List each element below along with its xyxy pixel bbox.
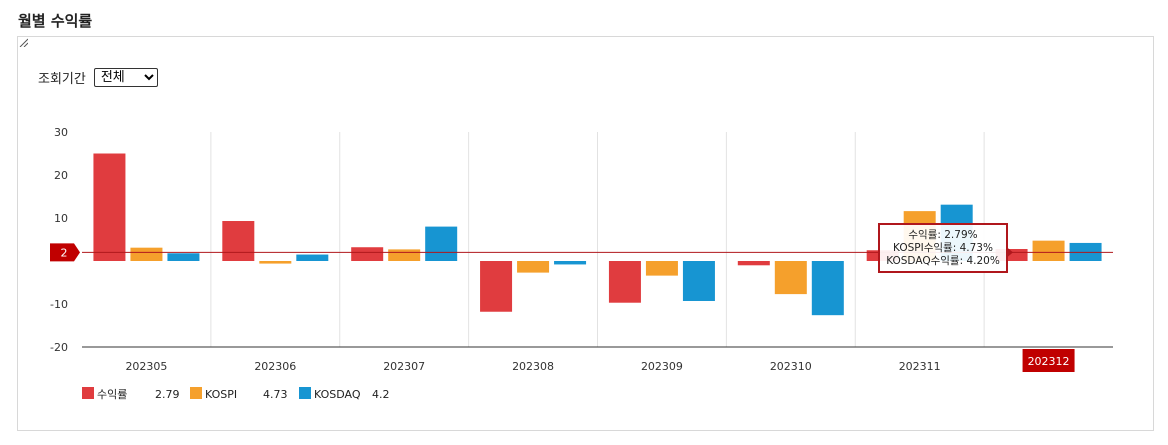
bar-202308-kospi bbox=[517, 261, 550, 273]
tooltip-line: KOSDAQ수익률: 4.20% bbox=[886, 255, 1000, 267]
x-tick-label-highlighted: 202312 bbox=[1028, 355, 1070, 368]
bar-202308-returns bbox=[480, 261, 513, 312]
bar-202312-kospi bbox=[1032, 240, 1065, 261]
legend-value: 4.2 bbox=[372, 388, 390, 401]
bar-202307-kospi bbox=[388, 249, 421, 261]
y-tick-label: -20 bbox=[50, 341, 68, 354]
x-tick-label: 202310 bbox=[770, 360, 812, 373]
bar-202305-kospi bbox=[130, 247, 163, 261]
bar-202307-returns bbox=[351, 247, 384, 261]
bar-202305-returns bbox=[93, 153, 126, 261]
x-tick-label: 202311 bbox=[899, 360, 941, 373]
x-tick-label: 202305 bbox=[125, 360, 167, 373]
legend-value: 4.73 bbox=[263, 388, 288, 401]
x-tick-label: 202306 bbox=[254, 360, 296, 373]
legend-swatch bbox=[299, 387, 311, 399]
bar-202309-returns bbox=[608, 261, 641, 303]
reference-line-label: 2 bbox=[61, 246, 68, 259]
y-tick-label: 10 bbox=[54, 212, 68, 225]
section-title: 월별 수익률 bbox=[18, 12, 93, 30]
y-tick-label: 20 bbox=[54, 169, 68, 182]
tooltip-pointer bbox=[1007, 247, 1013, 258]
legend-swatch bbox=[82, 387, 94, 399]
bar-202310-returns bbox=[737, 261, 770, 266]
bar-202305-kosdaq bbox=[167, 253, 200, 261]
period-select[interactable]: 전체 bbox=[93, 68, 158, 87]
legend-label: KOSPI bbox=[205, 388, 237, 401]
y-tick-label: -10 bbox=[50, 298, 68, 311]
tooltip-box bbox=[878, 223, 1008, 273]
bar-202312-returns bbox=[995, 249, 1028, 261]
bar-202306-kospi bbox=[259, 261, 292, 264]
x-tick-label: 202307 bbox=[383, 360, 425, 373]
x-tick-label: 202308 bbox=[512, 360, 554, 373]
legend-label: KOSDAQ bbox=[314, 388, 361, 401]
bar-202308-kosdaq bbox=[554, 261, 587, 265]
legend-swatch bbox=[190, 387, 202, 399]
legend-value: 2.79 bbox=[155, 388, 180, 401]
highlight-label-box bbox=[1022, 349, 1075, 372]
period-filter-label: 조회기간 bbox=[38, 72, 86, 87]
reference-line-marker bbox=[50, 243, 80, 262]
x-tick-label: 202309 bbox=[641, 360, 683, 373]
bar-202306-returns bbox=[222, 221, 255, 261]
y-tick-label: 30 bbox=[54, 126, 68, 139]
tooltip-line: 수익률: 2.79% bbox=[908, 229, 977, 241]
bar-202307-kosdaq bbox=[425, 226, 458, 261]
bar-202309-kosdaq bbox=[682, 261, 715, 301]
resize-handle-icon[interactable] bbox=[18, 37, 28, 47]
bar-202306-kosdaq bbox=[296, 254, 329, 261]
bar-202310-kospi bbox=[774, 261, 807, 295]
tooltip-line: KOSPI수익률: 4.73% bbox=[893, 242, 993, 254]
bar-202310-kosdaq bbox=[811, 261, 844, 316]
legend-label: 수익률 bbox=[97, 388, 127, 401]
period-filter: 조회기간 전체 bbox=[38, 68, 158, 87]
bar-202309-kospi bbox=[645, 261, 678, 276]
